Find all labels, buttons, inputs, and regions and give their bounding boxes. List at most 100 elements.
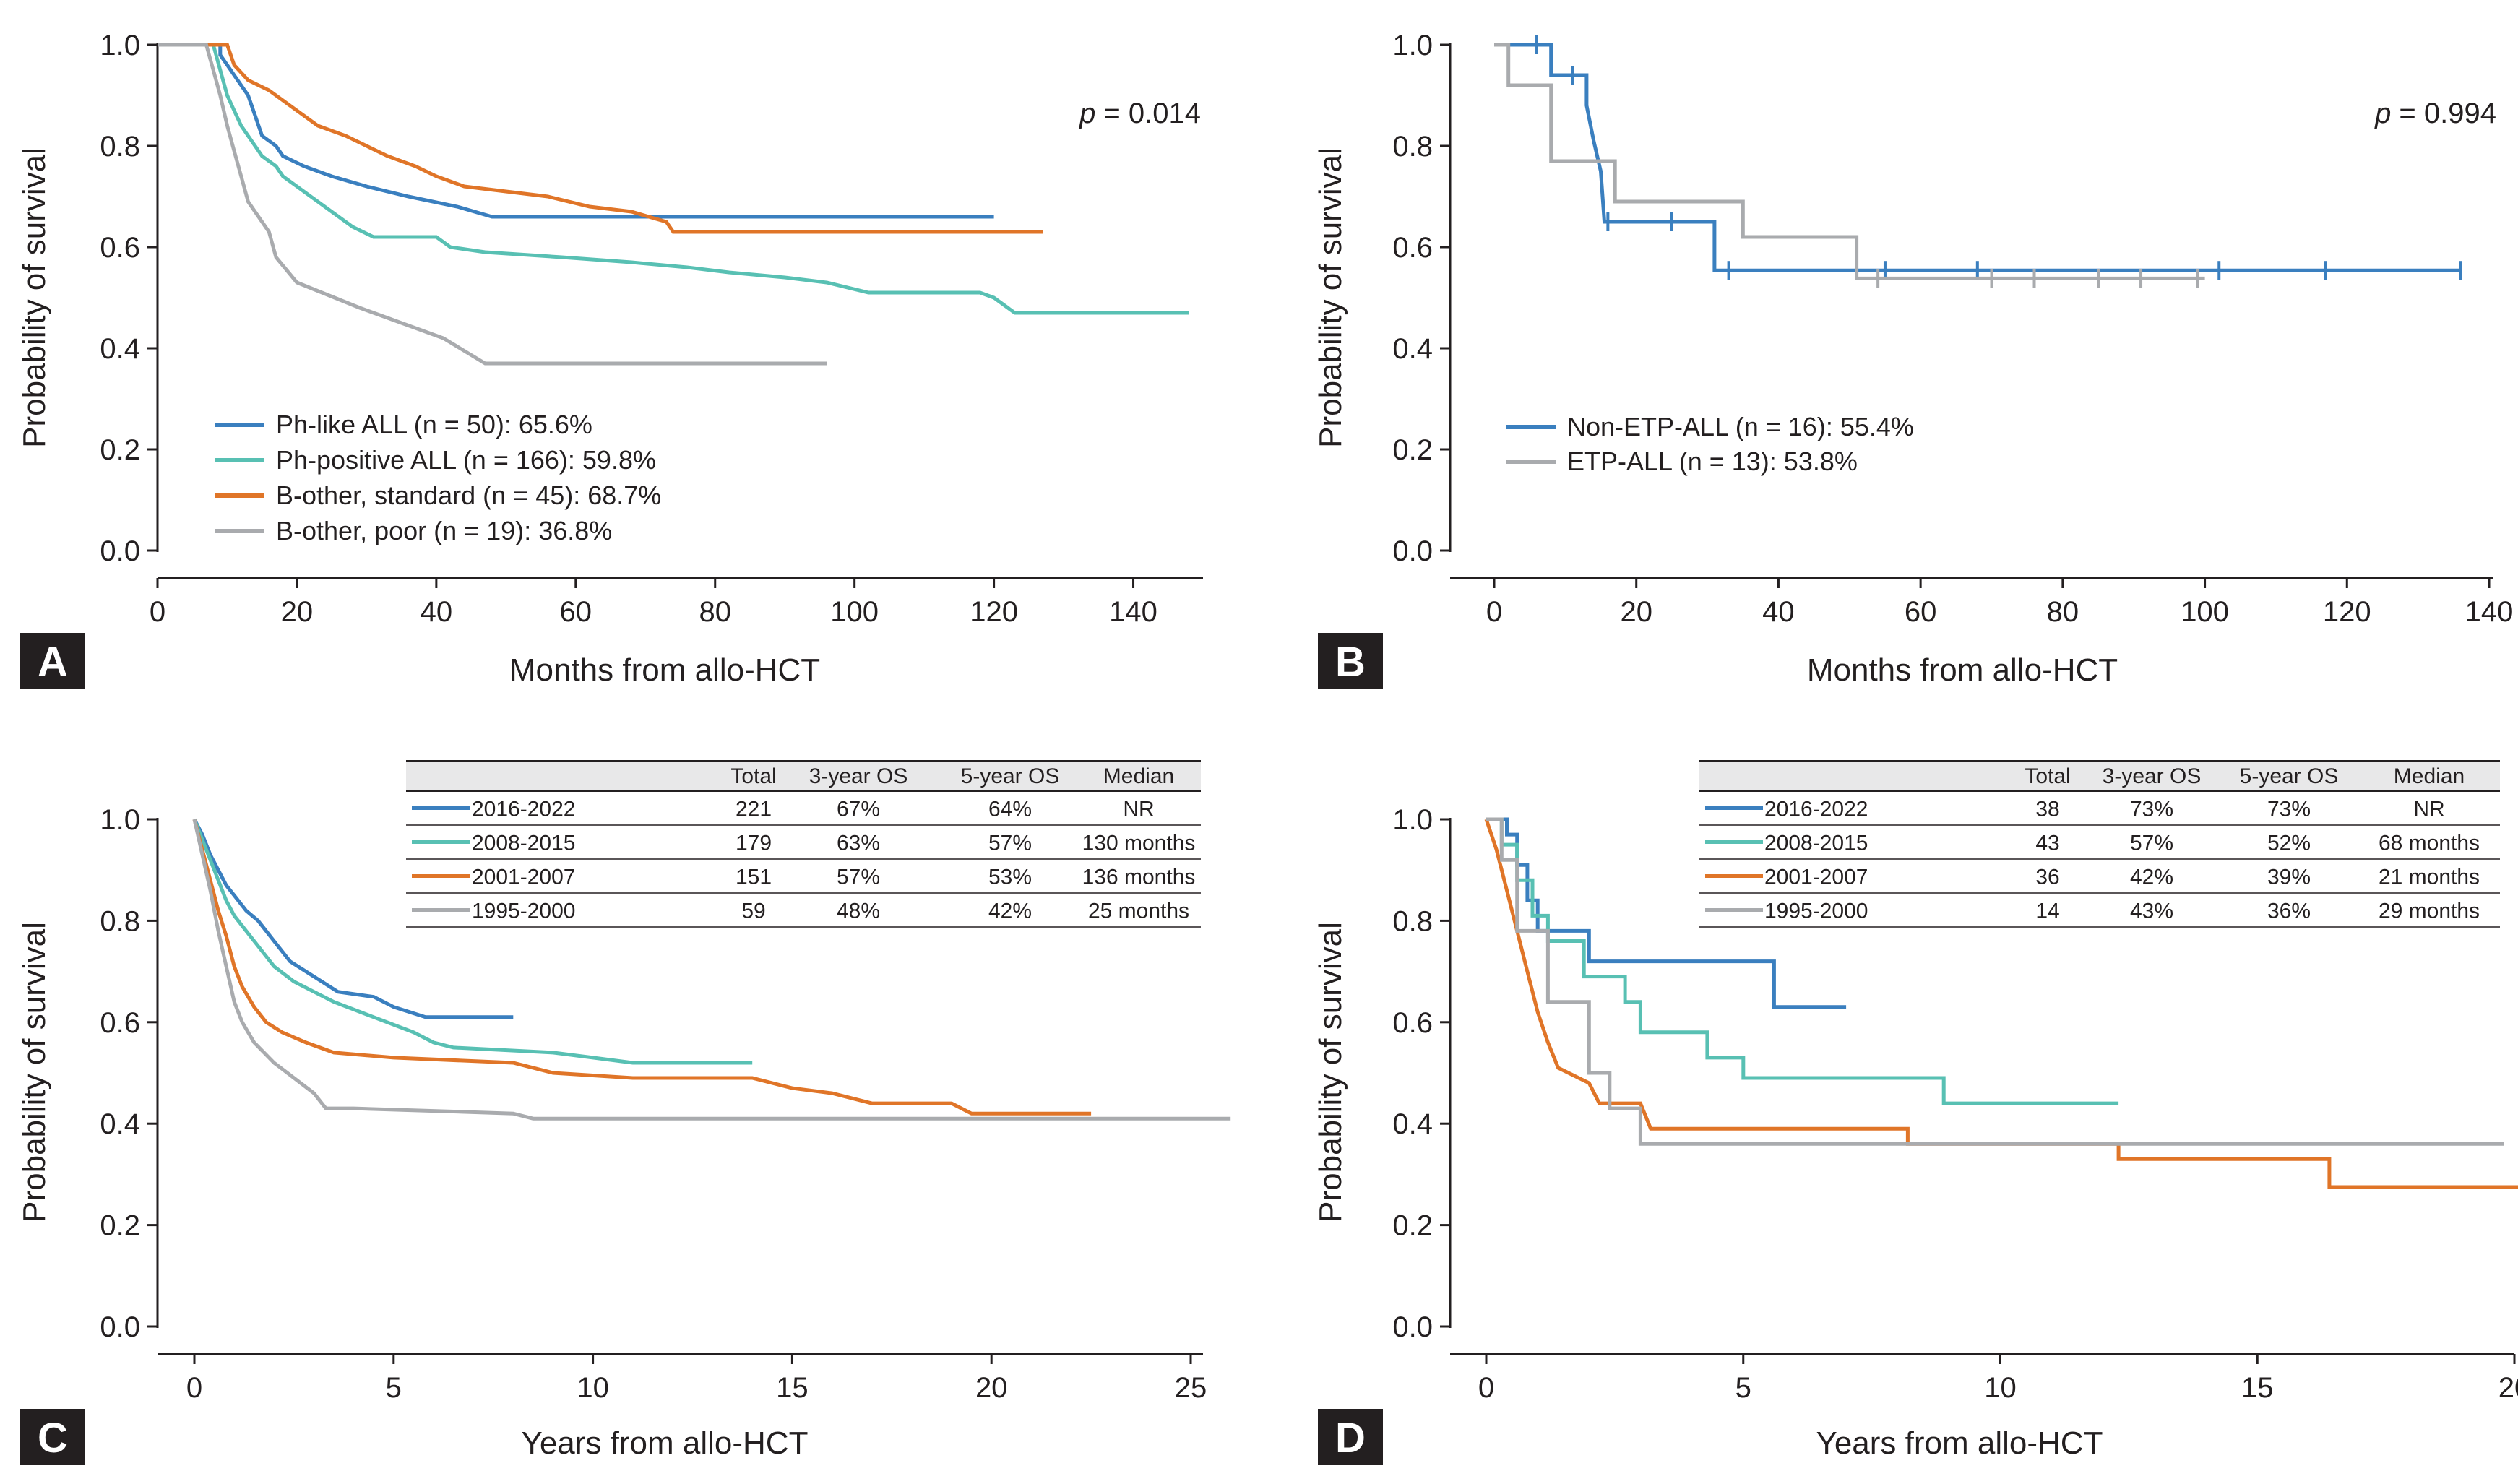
survival-curve-2001-2007 [192,819,1092,1116]
y-tick-label: 1.0 [1392,804,1433,836]
panel-b: 0.0 0.2 0.4 0.6 0.8 1.0 0 20 40 60 80 100 120 140 Mont… [1313,30,2513,689]
x-axis-label: Years from allo-HCT [1816,1425,2103,1461]
x-tick-label: 120 [970,596,1018,628]
table-cell: 151 [736,866,772,889]
y-tick-label: 0.4 [1392,333,1433,365]
table-row-label: 1995-2000 [1764,900,1868,923]
y-axis-label: Probability of survival [17,147,52,448]
y-tick-label: 0.2 [1392,434,1433,466]
y-tick-label: 0.0 [100,535,140,567]
table-row: 1995-2000 59 48% 42% 25 months [406,900,1201,928]
x-tick-label: 10 [577,1372,609,1404]
table-cell: 42% [988,900,1032,923]
x-tick-label: 5 [386,1372,402,1404]
panel-letter: D [1335,1415,1366,1462]
table-cell: 221 [736,798,772,821]
panel-letter-box [1318,1409,1383,1465]
table-cell: 57% [837,866,880,889]
table-cell: 38 [2035,798,2059,821]
table-header-cell: Total [2025,764,2070,788]
table-cell: 43% [2130,900,2173,923]
x-tick-label: 0 [186,1372,202,1404]
table-cell: 136 months [1082,866,1196,889]
legend-label: Ph-positive ALL (n = 166): 59.8% [276,445,656,475]
survival-curve-b-other [158,43,827,366]
table-cell: 57% [988,832,1032,855]
y-tick-label: 0.4 [100,1108,140,1140]
y-axis-label: Probability of survival [1313,922,1348,1222]
y-tick-label: 0.4 [1392,1108,1433,1140]
x-tick-label: 10 [1984,1372,2017,1404]
table-cell: 67% [837,798,880,821]
y-tick-label: 0.8 [1392,905,1433,937]
table-row: 1995-2000 14 43% 36% 29 months [1699,900,2500,928]
survival-curve-2008-2015 [192,819,753,1065]
x-tick-label: 25 [1175,1372,1207,1404]
p-value-annotation: p = 0.014 [1079,98,1201,129]
x-tick-label: 140 [2465,596,2514,628]
table-cell: 48% [837,900,880,923]
x-axis-label: Years from allo-HCT [522,1425,809,1461]
table-cell: 130 months [1082,832,1196,855]
p-value-annotation: p = 0.994 [2374,98,2496,129]
table-row-label: 2001-2007 [1764,866,1868,889]
table-row-label: 2008-2015 [472,832,575,855]
y-tick-label: 0.8 [1392,131,1433,163]
panel-letter-box [20,633,85,689]
panel-letter: A [38,639,68,686]
legend-label: Non-ETP-ALL (n = 16): 55.4% [1567,412,1914,441]
x-tick-label: 60 [1905,596,1937,628]
table-cell: 21 months [2379,866,2480,889]
table-cell: 36 [2035,866,2059,889]
x-tick-label: 15 [2241,1372,2274,1404]
table-row-label: 1995-2000 [472,900,575,923]
table-cell: 36% [2267,900,2311,923]
y-tick-label: 1.0 [1392,30,1433,61]
y-tick-label: 0.2 [100,1210,140,1242]
y-tick-label: 0.8 [100,905,140,937]
table-cell: 53% [988,866,1032,889]
y-tick-label: 0.6 [100,1007,140,1039]
table-cell: 14 [2035,900,2059,923]
table-row-label: 2016-2022 [472,798,575,821]
table-header-cell: 5-year OS [2240,764,2339,788]
y-tick-label: 0.0 [1392,535,1433,567]
x-tick-label: 40 [421,596,453,628]
table-cell: 42% [2130,866,2173,889]
x-tick-label: 140 [1109,596,1157,628]
y-tick-label: 0.4 [100,333,140,365]
table-cell: 179 [736,832,772,855]
table-row: 2001-2007 151 57% 53% 136 months [406,866,1201,894]
x-tick-label: 0 [150,596,165,628]
x-tick-label: 15 [776,1372,809,1404]
legend-label: Ph-like ALL (n = 50): 65.6% [276,410,592,439]
panel-letter-box [20,1409,85,1465]
y-tick-label: 0.6 [100,232,140,264]
table-cell: 59 [741,900,765,923]
table-header-bg [1699,761,2500,791]
y-tick-label: 0.0 [100,1311,140,1343]
table-cell: NR [1123,798,1154,821]
table-row-label: 2008-2015 [1764,832,1868,855]
x-tick-label: 0 [1478,1372,1494,1404]
y-tick-label: 1.0 [100,30,140,61]
y-tick-label: 0.6 [1392,232,1433,264]
panel-letter: B [1335,639,1366,686]
panel-letter: C [38,1415,68,1462]
legend-label: B-other, standard (n = 45): 68.7% [276,480,661,510]
table-row-label: 2016-2022 [1764,798,1868,821]
table-row-label: 2001-2007 [472,866,575,889]
x-tick-label: 100 [2181,596,2229,628]
table-cell: 57% [2130,832,2173,855]
panel-c: 0.0 0.2 0.4 0.6 0.8 1.0 0 5 10 15 20 25 Years from a… [17,760,1231,1465]
legend-label: ETP-ALL (n = 13): 53.8% [1567,447,1858,476]
table-cell: 52% [2267,832,2311,855]
table-row: 2016-2022 38 73% 73% NR [1699,798,2500,826]
y-tick-label: 0.0 [1392,1311,1433,1343]
table-cell: 73% [2267,798,2311,821]
x-tick-label: 80 [699,596,731,628]
y-tick-label: 0.2 [100,434,140,466]
x-tick-label: 20 [1620,596,1652,628]
table-header-cell: Total [730,764,776,788]
